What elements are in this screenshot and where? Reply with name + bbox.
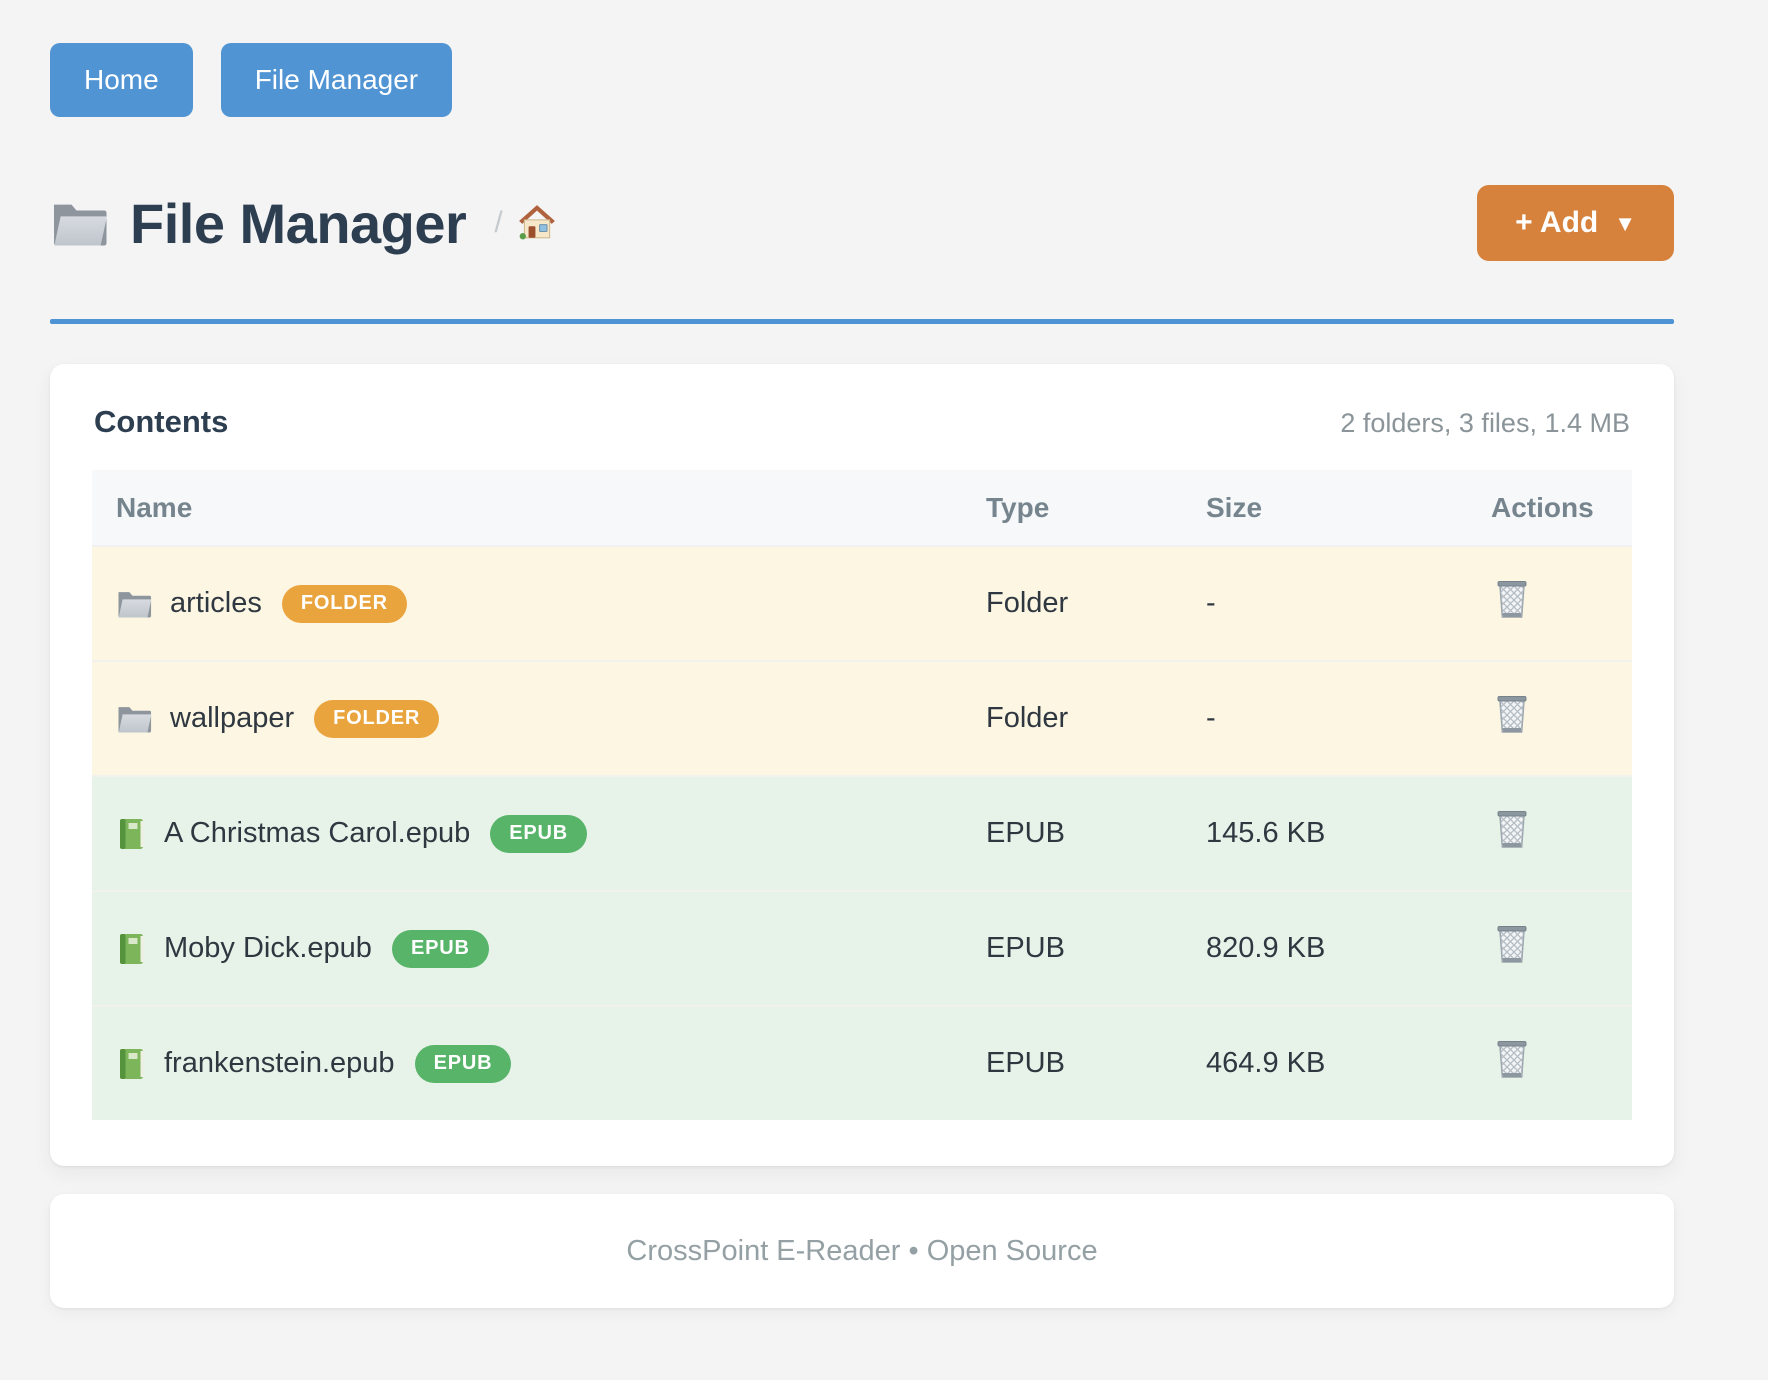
type-cell: EPUB bbox=[962, 775, 1182, 891]
file-name: Moby Dick.epub bbox=[164, 932, 372, 964]
folder-badge: FOLDER bbox=[281, 584, 407, 623]
card-header: Contents 2 folders, 3 files, 1.4 MB bbox=[92, 404, 1632, 440]
folder-badge: FOLDER bbox=[314, 699, 440, 738]
name-cell: articles FOLDER bbox=[92, 546, 962, 661]
delete-button[interactable] bbox=[1493, 809, 1531, 854]
name-cell: frankenstein.epub EPUB bbox=[92, 1005, 962, 1120]
file-name: articles bbox=[170, 587, 262, 619]
contents-card: Contents 2 folders, 3 files, 1.4 MB Name… bbox=[50, 364, 1674, 1166]
column-header-actions: Actions bbox=[1467, 470, 1632, 547]
delete-button[interactable] bbox=[1493, 694, 1531, 739]
epub-badge: EPUB bbox=[391, 929, 489, 968]
home-button[interactable]: Home bbox=[50, 43, 193, 117]
name-cell: A Christmas Carol.epub EPUB bbox=[92, 775, 962, 891]
type-cell: Folder bbox=[962, 546, 1182, 661]
breadcrumb-home-link[interactable] bbox=[517, 203, 557, 244]
actions-cell bbox=[1467, 775, 1632, 891]
column-header-type: Type bbox=[962, 470, 1182, 547]
trash-icon bbox=[1493, 924, 1531, 969]
table-row[interactable]: articles FOLDER Folder - bbox=[92, 546, 1632, 661]
size-cell: 145.6 KB bbox=[1182, 775, 1467, 891]
green-book-icon bbox=[116, 932, 146, 966]
file-name: A Christmas Carol.epub bbox=[164, 817, 471, 849]
column-header-name: Name bbox=[92, 470, 962, 547]
file-table: Name Type Size Actions bbox=[92, 470, 1632, 1120]
chevron-down-icon: ▼ bbox=[1614, 211, 1636, 236]
table-header-row: Name Type Size Actions bbox=[92, 470, 1632, 547]
folder-icon bbox=[116, 588, 152, 619]
add-button[interactable]: + Add ▼ bbox=[1477, 185, 1674, 261]
breadcrumb: / bbox=[494, 203, 556, 244]
file-manager-button[interactable]: File Manager bbox=[220, 43, 453, 117]
size-cell: - bbox=[1182, 660, 1467, 776]
add-button-label: + Add bbox=[1515, 206, 1599, 239]
green-book-icon bbox=[116, 817, 146, 851]
type-cell: EPUB bbox=[962, 1005, 1182, 1120]
size-cell: 464.9 KB bbox=[1182, 1005, 1467, 1120]
header-divider bbox=[50, 319, 1674, 324]
contents-summary: 2 folders, 3 files, 1.4 MB bbox=[1340, 408, 1630, 438]
green-book-icon bbox=[116, 1047, 146, 1081]
table-row[interactable]: frankenstein.epub EPUB EPUB 464.9 KB bbox=[92, 1005, 1632, 1120]
table-row[interactable]: Moby Dick.epub EPUB EPUB 820.9 KB bbox=[92, 890, 1632, 1006]
delete-button[interactable] bbox=[1493, 924, 1531, 969]
card-title: Contents bbox=[94, 404, 229, 439]
footer: CrossPoint E-Reader • Open Source bbox=[50, 1194, 1674, 1308]
column-header-size: Size bbox=[1182, 470, 1467, 547]
delete-button[interactable] bbox=[1493, 579, 1531, 624]
trash-icon bbox=[1493, 579, 1531, 624]
folder-icon bbox=[50, 198, 108, 248]
epub-badge: EPUB bbox=[490, 814, 588, 853]
epub-badge: EPUB bbox=[414, 1044, 512, 1083]
trash-icon bbox=[1493, 1039, 1531, 1084]
name-cell: Moby Dick.epub EPUB bbox=[92, 890, 962, 1006]
trash-icon bbox=[1493, 694, 1531, 739]
trash-icon bbox=[1493, 809, 1531, 854]
table-row[interactable]: A Christmas Carol.epub EPUB EPUB 145.6 K… bbox=[92, 775, 1632, 891]
actions-cell bbox=[1467, 1005, 1632, 1120]
top-nav: Home File Manager bbox=[50, 43, 1674, 117]
size-cell: 820.9 KB bbox=[1182, 890, 1467, 1006]
actions-cell bbox=[1467, 890, 1632, 1006]
folder-icon bbox=[116, 703, 152, 734]
breadcrumb-separator: / bbox=[494, 206, 503, 239]
title-group: File Manager / bbox=[50, 191, 557, 256]
type-cell: Folder bbox=[962, 660, 1182, 776]
type-cell: EPUB bbox=[962, 890, 1182, 1006]
actions-cell bbox=[1467, 546, 1632, 661]
page: Home File Manager File Manager / bbox=[50, 0, 1674, 1308]
house-icon bbox=[517, 203, 557, 244]
name-cell: wallpaper FOLDER bbox=[92, 660, 962, 776]
file-name: frankenstein.epub bbox=[164, 1047, 395, 1079]
delete-button[interactable] bbox=[1493, 1039, 1531, 1084]
table-row[interactable]: wallpaper FOLDER Folder - bbox=[92, 660, 1632, 776]
footer-text: CrossPoint E-Reader • Open Source bbox=[626, 1234, 1098, 1267]
size-cell: - bbox=[1182, 546, 1467, 661]
page-title: File Manager bbox=[130, 191, 467, 255]
file-name: wallpaper bbox=[170, 702, 295, 734]
page-header: File Manager / + Add bbox=[50, 185, 1674, 261]
actions-cell bbox=[1467, 660, 1632, 776]
